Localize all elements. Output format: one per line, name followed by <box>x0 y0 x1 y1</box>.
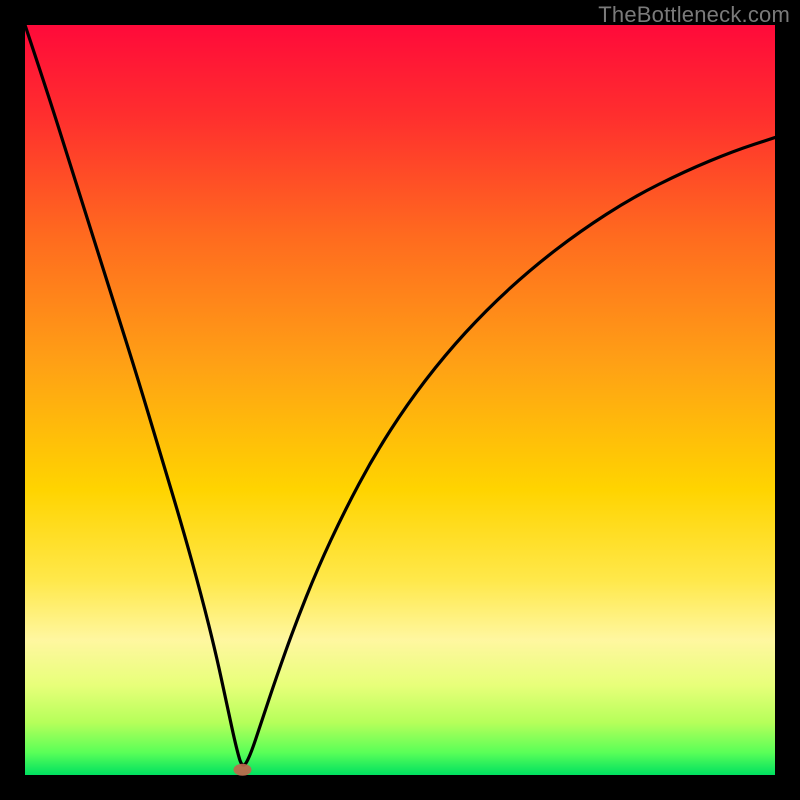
plot-background <box>25 25 775 775</box>
chart-svg <box>0 0 800 800</box>
min-marker <box>234 764 252 776</box>
watermark-text: TheBottleneck.com <box>598 2 790 28</box>
